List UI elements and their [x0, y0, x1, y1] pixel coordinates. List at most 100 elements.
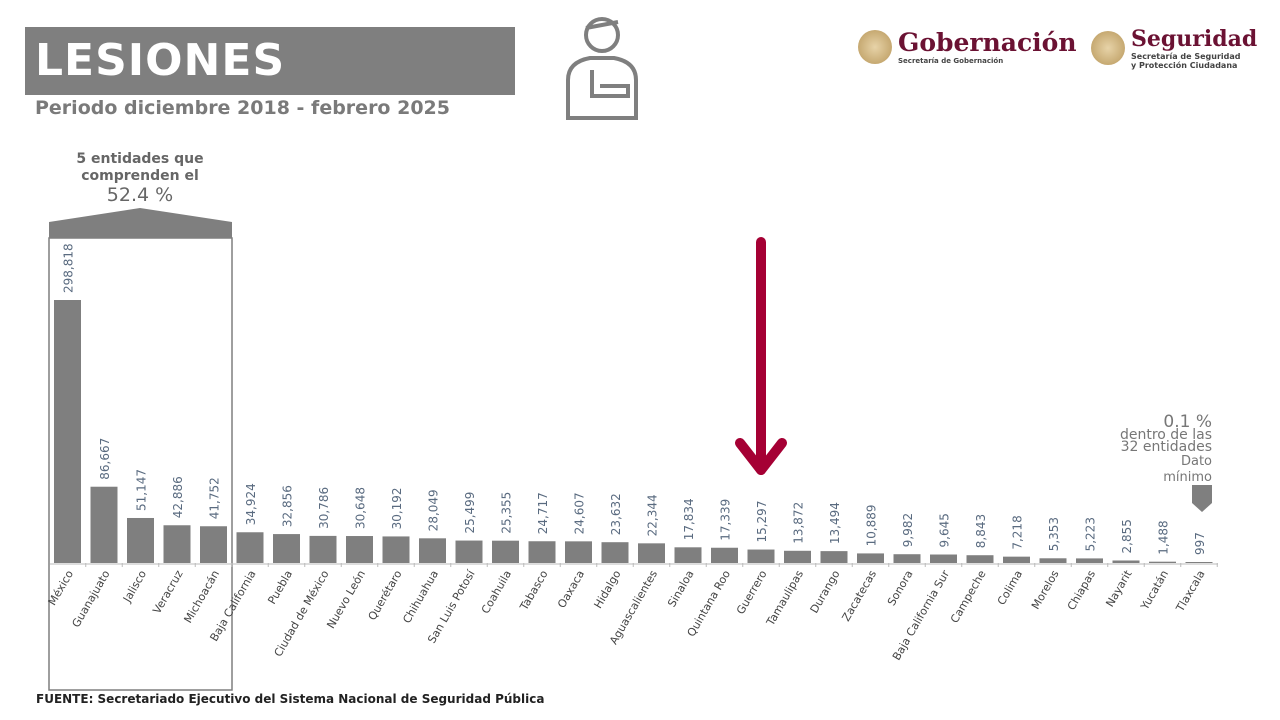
value-label: 30,192: [390, 487, 404, 529]
value-label: 25,499: [463, 492, 477, 534]
category-label: Hidalgo: [591, 568, 623, 611]
bar: [200, 526, 227, 563]
gobernacion-logo: Gobernación Secretaría de Gobernación: [858, 28, 1077, 65]
bar: [1039, 558, 1067, 563]
value-label: 23,632: [609, 493, 623, 535]
value-label: 86,667: [98, 438, 112, 480]
min-text: Dato: [1181, 454, 1212, 469]
category-label: Yucatán: [1138, 568, 1171, 613]
value-label: 25,355: [500, 492, 514, 534]
value-label: 42,886: [171, 476, 185, 518]
bar: [54, 300, 81, 563]
category-label: Tlaxcala: [1173, 568, 1207, 615]
category-label: Tamaulipas: [764, 568, 807, 629]
bar: [601, 542, 629, 563]
value-label: 17,834: [682, 498, 696, 540]
value-label: 51,147: [135, 469, 149, 511]
bar: [857, 553, 884, 563]
value-label: 2,855: [1120, 519, 1134, 553]
bar: [528, 541, 556, 563]
value-label: 28,049: [427, 489, 441, 531]
seal-icon: [858, 29, 892, 64]
bar: [966, 555, 994, 563]
value-label: 24,717: [536, 492, 550, 534]
logo-main: Seguridad: [1131, 26, 1258, 52]
value-label: 5,223: [1084, 517, 1098, 551]
value-label: 15,297: [755, 501, 769, 543]
top5-banner: [49, 208, 232, 238]
min-text: 32 entidades: [1121, 439, 1212, 455]
category-label: Sinaloa: [665, 568, 696, 609]
min-text: dentro de las: [1120, 427, 1212, 443]
value-label: 9,645: [938, 513, 952, 547]
bar: [273, 534, 300, 563]
category-label: Michoacán: [181, 568, 222, 625]
value-label: 5,353: [1047, 517, 1061, 551]
value-label: 13,872: [792, 502, 806, 544]
category-label: Morelos: [1029, 568, 1062, 612]
top5-pct: 52.4 %: [107, 184, 173, 206]
value-label: 34,924: [244, 483, 258, 525]
bar: [1185, 562, 1213, 563]
bar: [1112, 560, 1140, 563]
value-label: 7,218: [1011, 515, 1025, 549]
category-label: Colima: [995, 568, 1025, 607]
bar: [1003, 556, 1030, 563]
seal-icon: [1091, 31, 1125, 65]
value-label: 41,752: [208, 477, 222, 519]
value-label: 30,648: [354, 487, 368, 529]
min-marker: [1192, 485, 1212, 512]
category-label: Guanajuato: [69, 568, 112, 630]
category-label: Puebla: [265, 568, 295, 607]
bar: [419, 538, 446, 563]
value-label: 22,344: [646, 494, 660, 536]
category-label: Coahuila: [479, 568, 514, 616]
bar: [1149, 561, 1176, 563]
min-annotation: 0.1 % dentro de las 32 entidades Dato mí…: [1120, 412, 1212, 485]
bar: [382, 536, 410, 563]
bar: [930, 554, 957, 563]
category-label: Sonora: [885, 568, 916, 608]
category-label: Oaxaca: [555, 568, 587, 610]
value-label: 8,843: [974, 514, 988, 548]
category-label: Nayarit: [1103, 567, 1135, 609]
value-label: 32,856: [281, 485, 295, 527]
bar: [309, 535, 337, 563]
value-label: 298,818: [62, 243, 76, 293]
bar: [893, 554, 921, 563]
min-pct: 0.1 %: [1163, 412, 1212, 432]
bar: [638, 543, 665, 563]
logo-sub: y Protección Ciudadana: [1131, 61, 1238, 70]
category-label: Veracruz: [150, 568, 185, 616]
page-title: LESIONES DOLOSAS: [25, 27, 515, 154]
value-label: 30,786: [317, 487, 331, 529]
source-note: FUENTE: Secretariado Ejecutivo del Siste…: [36, 692, 545, 706]
logo-sub: Secretaría de Seguridad: [1131, 52, 1241, 61]
min-text: mínimo: [1163, 470, 1212, 485]
value-label: 9,982: [901, 513, 915, 547]
bar: [674, 547, 702, 563]
category-label: Chiapas: [1065, 568, 1098, 613]
category-label: Zacatecas: [840, 568, 880, 624]
category-label: Jalisco: [120, 568, 149, 606]
value-label: 997: [1193, 532, 1207, 555]
category-label: Chihuahua: [400, 568, 441, 626]
bar: [236, 532, 264, 563]
category-label: Guerrero: [734, 568, 770, 617]
value-label: 1,488: [1157, 520, 1171, 554]
category-label: Nuevo León: [324, 568, 368, 631]
value-label: 24,607: [573, 492, 587, 534]
bar: [455, 540, 483, 563]
bar: [492, 540, 519, 563]
category-label: Campeche: [948, 568, 989, 626]
top5-text: 5 entidades que: [76, 151, 203, 167]
value-label: 17,339: [719, 499, 733, 541]
bar: [127, 517, 154, 563]
top5-text: comprenden el: [81, 168, 199, 184]
bar: [163, 525, 191, 563]
value-label: 13,494: [828, 502, 842, 544]
injured-person-icon: [566, 17, 638, 120]
bar: [784, 550, 811, 563]
seguridad-logo: Seguridad Secretaría de Seguridad y Prot…: [1091, 26, 1257, 70]
